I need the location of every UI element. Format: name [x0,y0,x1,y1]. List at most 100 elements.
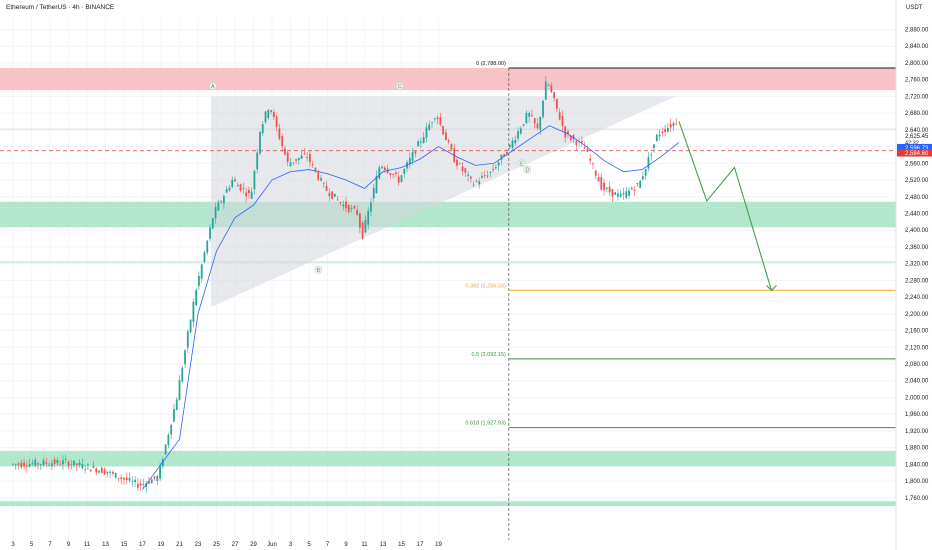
candle-body [542,100,544,117]
candle-body [87,464,89,466]
candle-body [467,174,469,176]
candle-body [125,477,128,481]
candle-body [334,193,336,197]
candle-body [661,131,664,133]
y-tick-label: 2,880.00 [905,28,929,34]
candle-body [156,476,159,481]
candle-body [475,180,478,182]
candle-body [556,98,558,109]
candle-body [117,478,120,479]
wave-marker [395,82,404,90]
candle-body [320,178,322,181]
candle-body [59,464,62,466]
candle-body [123,477,125,480]
candle-body [78,462,81,466]
candle-body [431,122,433,124]
wave-marker [208,82,217,90]
candle-body [211,218,214,229]
quote-currency[interactable]: USDT [906,5,923,11]
candle-body [98,470,100,473]
candle-body [655,134,658,141]
candle-body [572,134,575,139]
wave-marker-label: E [520,161,524,167]
candle-body [14,464,17,465]
y-tick-label: 2,320.00 [905,262,929,268]
candle-body [650,154,653,156]
x-tick-label: 5 [30,542,34,548]
candle-body [364,219,367,233]
candle-body [445,132,447,141]
candle-body [73,460,75,466]
x-tick-label: 25 [213,542,220,548]
candle-body [564,126,567,138]
x-tick-label: 7 [48,542,52,548]
candle-body [539,116,542,130]
candle-body [461,166,464,172]
y-tick-label: 2,360.00 [905,245,929,251]
candle-body [209,227,211,239]
triangle-shape [210,96,676,308]
candle-body [223,196,225,204]
candle-body [53,459,56,464]
candle-body [644,168,647,176]
candle-body [259,131,261,154]
candle-body [503,154,506,157]
candle-body [669,124,672,128]
candle-body [575,140,578,146]
candle-body [270,110,272,112]
candle-body [647,156,650,169]
candle-body [170,424,173,435]
candle-body [517,131,519,139]
candle-body [92,466,95,468]
candle-body [361,222,364,239]
candle-body [23,462,25,467]
candle-body [220,201,223,203]
candle-body [372,187,375,199]
candle-body [630,188,633,190]
candle-body [403,168,406,174]
candle-body [489,172,492,173]
y-tick-label: 2,720.00 [905,94,929,100]
candle-body [295,159,297,161]
candle-body [367,210,370,225]
candle-body [381,166,383,169]
time-axis[interactable]: 3 5 7 9 11 13 15 17 19 21 23 25 27 29 Jun 3 5 7 9 11 13 15 17 1… [11,542,442,548]
x-tick-label: 11 [361,542,368,548]
candle-body [148,481,150,484]
x-tick-label: 7 [326,542,330,548]
candle-body [214,206,217,219]
candle-body [675,123,678,125]
y-tick-label: 2,200.00 [905,312,929,318]
candle-body [519,128,522,134]
candle-body [31,463,34,465]
candle-body [239,184,242,191]
price-axis[interactable]: 2,880.00 2,840.00 2,800.00 2,760.00 2,720.00… [895,0,929,550]
candle-body [608,186,611,193]
candle-body [28,464,31,467]
candle-body [112,471,114,474]
candle-body [178,380,181,401]
candle-body [375,176,378,194]
y-tick-label: 1,880.00 [905,446,929,452]
x-tick-label: 13 [380,542,387,548]
candle-body [439,117,442,125]
candle-body [95,468,98,473]
candle-body [142,484,145,485]
support-zone [0,450,896,467]
x-tick-label: 29 [250,542,257,548]
candle-body [234,179,236,182]
fib-label: 0 (2,788.00) [476,61,506,67]
candle-body [483,175,486,177]
candle-body [592,163,594,165]
y-tick-label: 2,240.00 [905,295,929,301]
candle-body [62,460,64,465]
fibonacci-levels: 0 (2,788.00) 0.382 (2,256.33) 0.5 (2,092.1… [0,61,896,540]
candle-body [603,182,605,191]
candle-body [64,459,67,460]
y-tick-label: 1,760.00 [905,496,929,502]
y-tick-label: 1,800.00 [905,479,929,485]
candles-layer [12,75,678,493]
candle-body [586,148,589,152]
candle-body [536,123,539,129]
